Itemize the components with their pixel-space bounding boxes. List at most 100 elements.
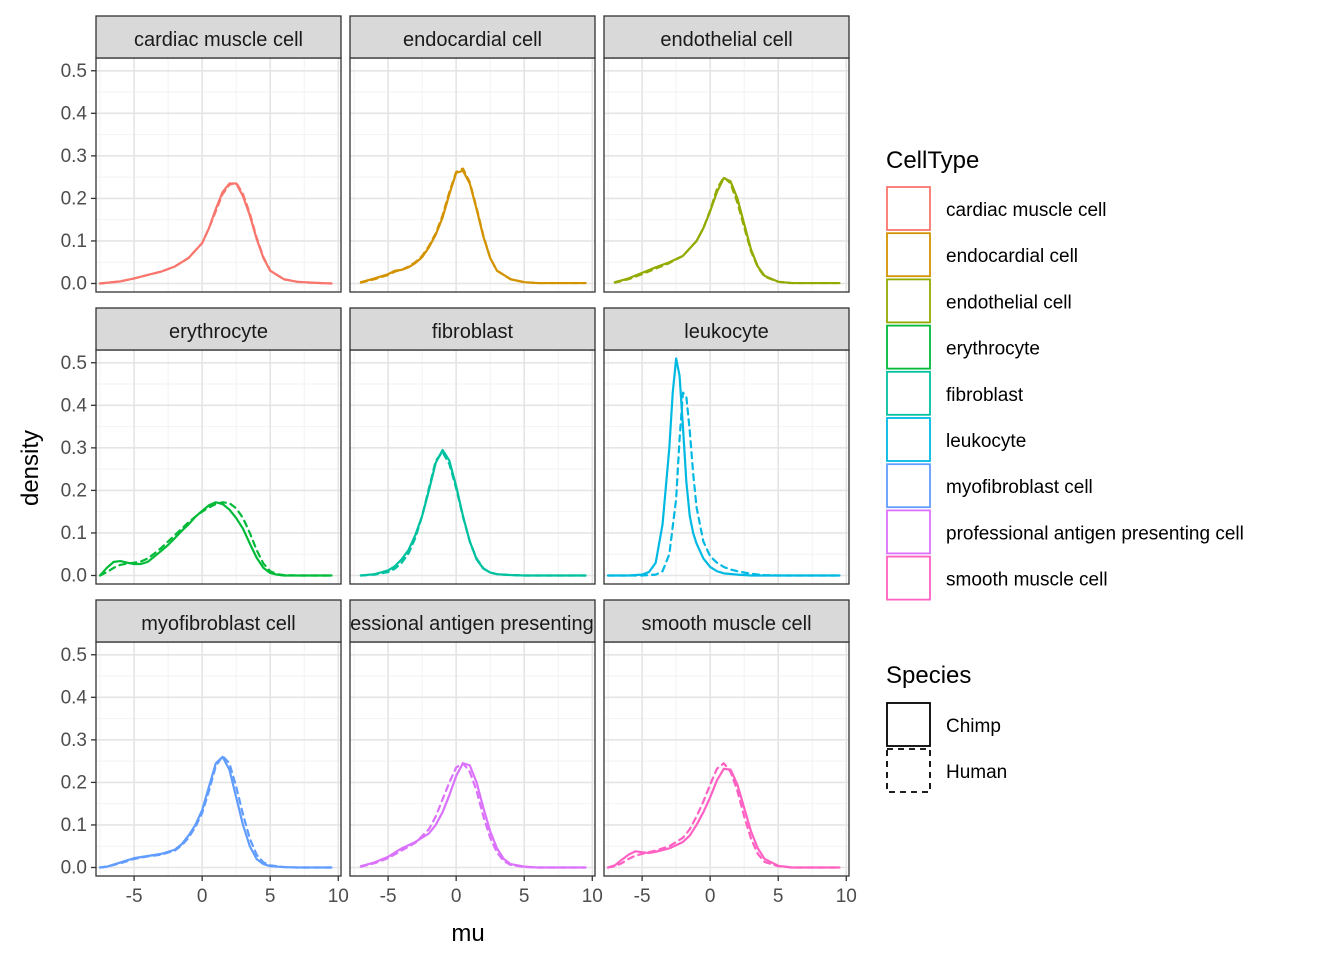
facet-strip-label: erythrocyte	[169, 321, 268, 343]
panel-background	[604, 642, 849, 876]
legend-key-myofibroblast-cell	[886, 463, 931, 509]
legend-celltype: CellType cardiac muscle cell endocardial …	[886, 147, 1244, 601]
y-tick-label: 0.1	[61, 523, 87, 544]
density-line-myofibroblast-cell-human	[98, 754, 333, 869]
panel-background	[96, 58, 341, 292]
legend-key-chimp	[886, 702, 931, 747]
panel-background	[350, 58, 595, 292]
panel-background	[96, 350, 341, 584]
facet-curves	[359, 448, 587, 577]
facet-curves	[98, 181, 333, 285]
x-tick-label: 5	[265, 886, 276, 907]
facet-fibroblast: fibroblast	[349, 307, 596, 585]
legend-label-professional-antigen-presenting-cell: professional antigen presenting cell	[946, 523, 1244, 544]
legend-label-erythrocyte: erythrocyte	[946, 339, 1040, 360]
facet-curves	[606, 762, 841, 869]
y-tick-label: 0.4	[61, 687, 88, 708]
axes: 0.0 0.1 0.2 0.3 0.4 0.5 0.0 0.1 0.2 0.3 0.4 0.5 0.0 0…	[61, 61, 857, 907]
facet-strip-label: leukocyte	[684, 321, 769, 343]
facet-strip-label: fibroblast	[432, 321, 514, 343]
facet-curves	[359, 167, 587, 285]
y-tick-label: 0.5	[61, 353, 87, 374]
x-tick-label: 10	[582, 886, 603, 907]
x-tick-label: 10	[836, 886, 857, 907]
legend-key-endocardial-cell	[886, 232, 931, 278]
facet-erythrocyte: erythrocyte	[95, 307, 342, 585]
density-line-endothelial-cell-human	[613, 176, 841, 285]
legend-celltype-title: CellType	[886, 147, 979, 174]
legend-label-endocardial-cell: endocardial cell	[946, 246, 1078, 267]
legend-key-fibroblast	[886, 370, 931, 416]
facet-panels: cardiac muscle cell endocardial cell endot…	[95, 15, 850, 877]
facet-strip	[603, 599, 850, 643]
facet-strip-label: smooth muscle cell	[641, 613, 811, 635]
facet-strip	[95, 15, 342, 59]
y-tick-label: 0.1	[61, 815, 87, 836]
y-tick-label: 0.2	[61, 480, 87, 501]
panel-background	[96, 642, 341, 876]
density-line-fibroblast-human	[359, 451, 587, 577]
y-tick-label: 0.0	[61, 273, 87, 294]
y-tick-label: 0.4	[61, 395, 88, 416]
legend-label-leukocyte: leukocyte	[946, 431, 1026, 452]
panel-background	[350, 350, 595, 584]
facet-strip-label: professional antigen presenting cell	[316, 613, 630, 635]
x-tick-label: -5	[634, 886, 651, 907]
y-tick-label: 0.3	[61, 730, 87, 751]
facet-curves	[359, 762, 587, 869]
legend-label-chimp: Chimp	[946, 716, 1001, 737]
density-line-leukocyte-human	[606, 391, 841, 577]
density-line-leukocyte-chimp	[606, 357, 841, 577]
panel-background	[604, 58, 849, 292]
facet-myofibroblast-cell: myofibroblast cell	[95, 599, 342, 877]
facet-strip-label: endothelial cell	[660, 29, 792, 51]
facet-strip	[349, 307, 596, 351]
facet-strip	[95, 599, 342, 643]
density-line-endocardial-cell-human	[359, 167, 587, 285]
y-tick-label: 0.2	[61, 188, 87, 209]
facet-strip	[95, 307, 342, 351]
x-tick-label: 0	[705, 886, 716, 907]
panel-background	[350, 642, 595, 876]
y-axis-title: density	[17, 430, 44, 506]
facet-smooth-muscle-cell: smooth muscle cell	[603, 599, 850, 877]
panel-background	[604, 350, 849, 584]
x-tick-label: 10	[328, 886, 349, 907]
legend-label-smooth-muscle-cell: smooth muscle cell	[946, 570, 1108, 591]
legend-label-human: Human	[946, 762, 1007, 783]
density-line-erythrocyte-human	[98, 501, 333, 577]
x-tick-label: 0	[197, 886, 208, 907]
facet-strip	[349, 15, 596, 59]
legend-species: Species Chimp Human	[886, 662, 1007, 793]
facet-leukocyte: leukocyte	[603, 307, 850, 585]
y-tick-label: 0.4	[61, 103, 88, 124]
facet-strip	[603, 307, 850, 351]
legend-key-human	[886, 748, 931, 793]
density-line-professional-antigen-presenting-cell-human	[359, 762, 587, 869]
legend-key-smooth-muscle-cell	[886, 555, 931, 601]
facet-endothelial-cell: endothelial cell	[603, 15, 850, 293]
y-tick-label: 0.0	[61, 857, 87, 878]
legend-key-erythrocyte	[886, 324, 931, 370]
legend-label-cardiac-muscle-cell: cardiac muscle cell	[946, 200, 1107, 221]
density-line-smooth-muscle-cell-chimp	[606, 767, 841, 869]
y-tick-label: 0.0	[61, 565, 87, 586]
density-line-smooth-muscle-cell-human	[606, 762, 841, 869]
facet-cardiac-muscle-cell: cardiac muscle cell	[95, 15, 342, 293]
facet-curves	[606, 357, 841, 577]
x-tick-label: 5	[773, 886, 784, 907]
x-tick-label: 0	[451, 886, 462, 907]
legend-label-fibroblast: fibroblast	[946, 385, 1024, 406]
facet-curves	[98, 754, 333, 869]
facet-curves	[613, 176, 841, 285]
legend-species-title: Species	[886, 662, 971, 689]
facet-strip-label: endocardial cell	[403, 29, 542, 51]
facet-endocardial-cell: endocardial cell	[349, 15, 596, 293]
x-tick-label: -5	[380, 886, 397, 907]
legend-key-cardiac-muscle-cell	[886, 186, 931, 231]
legend-label-endothelial-cell: endothelial cell	[946, 292, 1072, 313]
facet-curves	[98, 501, 333, 577]
legend-label-myofibroblast-cell: myofibroblast cell	[946, 477, 1093, 498]
x-tick-label: -5	[126, 886, 143, 907]
